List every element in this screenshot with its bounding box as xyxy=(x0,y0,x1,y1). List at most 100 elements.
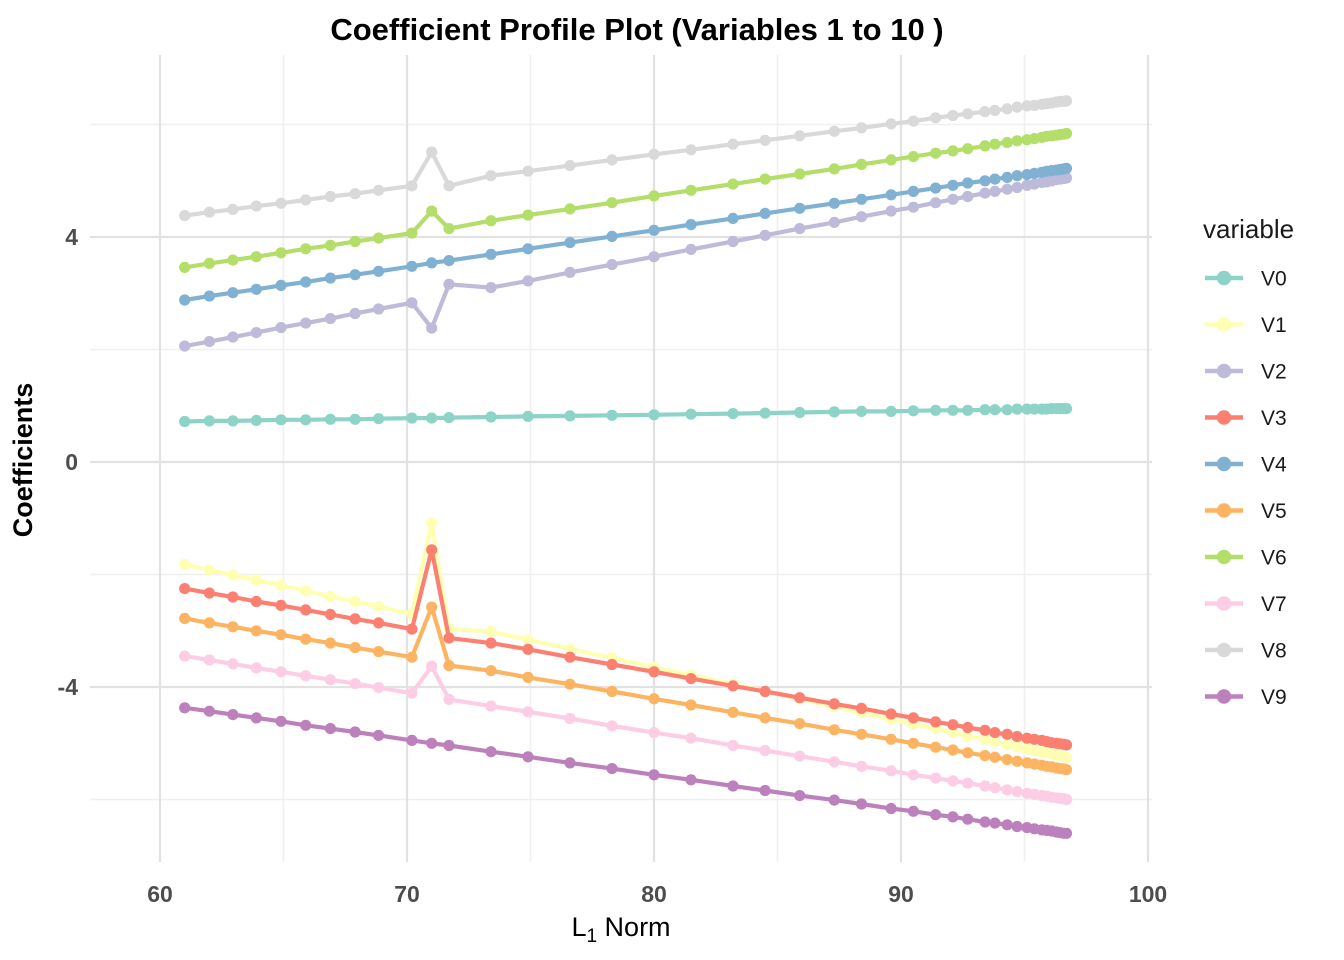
data-point-V5 xyxy=(794,718,806,730)
data-point-V3 xyxy=(426,544,438,556)
data-point-V4 xyxy=(855,193,868,205)
data-point-V3 xyxy=(727,680,739,692)
data-point-V0 xyxy=(907,405,920,417)
data-point-V7 xyxy=(885,765,897,777)
data-point-V1 xyxy=(300,585,312,597)
data-point-V5 xyxy=(522,671,534,684)
data-point-V2 xyxy=(564,266,576,278)
data-point-V9 xyxy=(564,757,576,769)
data-point-V7 xyxy=(1011,786,1023,798)
legend-item-V0: V0 xyxy=(1205,268,1287,291)
data-point-V2 xyxy=(989,185,1001,197)
data-point-V9 xyxy=(250,712,262,724)
data-point-V6 xyxy=(1001,136,1013,149)
data-point-V4 xyxy=(227,287,239,299)
data-point-V0 xyxy=(1060,403,1073,415)
data-point-V2 xyxy=(250,327,262,339)
legend-label-V2: V2 xyxy=(1261,361,1287,384)
data-point-V7 xyxy=(794,750,806,762)
data-point-V9 xyxy=(606,763,618,775)
data-point-V4 xyxy=(885,189,897,201)
data-point-V7 xyxy=(855,760,868,772)
data-point-V1 xyxy=(250,574,262,586)
data-point-V8 xyxy=(685,144,697,156)
data-point-V9 xyxy=(989,817,1001,829)
data-point-V5 xyxy=(349,642,361,654)
data-point-V6 xyxy=(522,209,534,221)
data-point-V0 xyxy=(885,405,897,417)
data-point-V2 xyxy=(855,211,868,223)
data-point-V4 xyxy=(759,207,771,219)
data-point-V9 xyxy=(300,719,312,731)
data-point-V2 xyxy=(907,201,920,213)
data-point-V8 xyxy=(962,108,974,120)
data-point-V3 xyxy=(606,658,618,671)
data-point-V6 xyxy=(989,138,1001,150)
data-point-V7 xyxy=(324,674,336,686)
data-point-V9 xyxy=(406,734,418,747)
legend-item-V5: V5 xyxy=(1205,500,1287,523)
data-point-V4 xyxy=(373,265,385,277)
data-point-V0 xyxy=(275,414,287,426)
data-point-V1 xyxy=(989,736,1001,748)
data-point-V9 xyxy=(324,723,336,735)
data-point-V5 xyxy=(179,612,191,625)
chart-title: Coefficient Profile Plot (Variables 1 to… xyxy=(330,12,943,47)
y-tick-label: 4 xyxy=(65,224,78,250)
data-point-V8 xyxy=(1011,101,1023,113)
data-point-V1 xyxy=(485,625,497,637)
data-point-V0 xyxy=(947,404,959,416)
series-points-V3 xyxy=(179,544,1073,751)
data-point-V9 xyxy=(179,702,191,714)
legend-item-V1: V1 xyxy=(1205,314,1287,337)
data-point-V1 xyxy=(324,590,336,603)
data-point-V9 xyxy=(349,726,361,738)
data-point-V8 xyxy=(930,112,942,124)
data-point-V1 xyxy=(373,601,385,613)
data-point-V8 xyxy=(179,210,191,222)
series-line-V3 xyxy=(182,547,1069,748)
data-point-V1 xyxy=(979,733,991,745)
data-point-V7 xyxy=(485,700,497,712)
data-point-V0 xyxy=(759,407,771,419)
data-point-V3 xyxy=(203,587,215,599)
data-point-V2 xyxy=(373,303,385,315)
data-point-V0 xyxy=(685,408,697,420)
data-point-V0 xyxy=(648,409,660,421)
data-point-V2 xyxy=(885,205,897,217)
data-point-V3 xyxy=(1001,728,1013,740)
series-points-V8 xyxy=(179,95,1073,222)
data-point-V0 xyxy=(349,413,361,425)
data-point-V9 xyxy=(727,780,739,792)
data-point-V2 xyxy=(794,223,806,235)
data-point-V6 xyxy=(443,223,455,235)
data-point-V2 xyxy=(759,229,771,241)
data-point-V3 xyxy=(907,712,920,724)
data-point-V3 xyxy=(349,613,361,625)
data-point-V7 xyxy=(828,756,840,768)
data-point-V6 xyxy=(1060,127,1073,140)
legend-item-V8: V8 xyxy=(1205,640,1287,663)
data-point-V3 xyxy=(227,591,239,603)
series-points-V7 xyxy=(179,650,1073,806)
data-point-V4 xyxy=(485,248,497,260)
data-point-V4 xyxy=(324,272,336,284)
data-point-V5 xyxy=(485,665,497,677)
data-point-V8 xyxy=(522,165,534,177)
data-point-V9 xyxy=(443,739,455,752)
data-point-V6 xyxy=(907,151,920,163)
data-point-V7 xyxy=(606,720,618,732)
data-point-V2 xyxy=(349,307,361,320)
data-point-V9 xyxy=(828,794,840,806)
x-axis-title: L1 Norm xyxy=(571,912,670,947)
data-point-V4 xyxy=(275,279,287,291)
data-point-V6 xyxy=(564,203,576,215)
legend-label-V0: V0 xyxy=(1261,268,1287,291)
data-point-V0 xyxy=(1011,403,1023,415)
data-point-V8 xyxy=(250,200,262,212)
data-point-V4 xyxy=(179,294,191,306)
data-point-V2 xyxy=(648,251,660,263)
data-point-V6 xyxy=(962,143,974,155)
legend: variable V0 V1 V2 V3 V4 V5 V6 V7 V8 V9 xyxy=(1203,214,1294,709)
data-point-V8 xyxy=(227,203,239,215)
